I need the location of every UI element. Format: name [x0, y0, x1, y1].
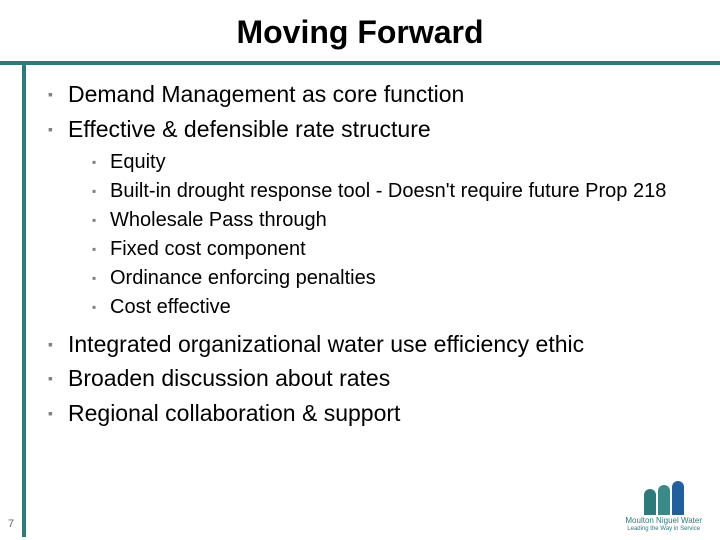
list-item: ▪ Built-in drought response tool - Doesn…: [92, 179, 700, 204]
list-item: ▪ Ordinance enforcing penalties: [92, 266, 700, 291]
bullet-list-level2: ▪ Equity ▪ Built-in drought response too…: [92, 150, 700, 320]
bullet-icon: ▪: [48, 80, 68, 102]
bullet-icon: ▪: [48, 330, 68, 352]
list-item: ▪ Effective & defensible rate structure: [48, 115, 700, 144]
list-item: ▪ Cost effective: [92, 295, 700, 320]
bullet-text: Fixed cost component: [110, 237, 306, 262]
logo-name: Moulton Niguel Water: [625, 517, 702, 526]
footer-logo: Moulton Niguel Water Leading the Way in …: [625, 481, 702, 532]
bullet-text: Ordinance enforcing penalties: [110, 266, 376, 291]
list-item: ▪ Fixed cost component: [92, 237, 700, 262]
bullet-list-level1b: ▪ Integrated organizational water use ef…: [48, 330, 700, 428]
bullet-icon: ▪: [48, 115, 68, 137]
bullet-text: Built-in drought response tool - Doesn't…: [110, 179, 666, 204]
bullet-icon: ▪: [92, 208, 110, 227]
list-item: ▪ Equity: [92, 150, 700, 175]
logo-arch: [644, 489, 656, 515]
bullet-icon: ▪: [92, 295, 110, 314]
bullet-text: Demand Management as core function: [68, 80, 464, 109]
title-divider: [0, 61, 720, 65]
vertical-rule: [22, 61, 26, 537]
list-item: ▪ Broaden discussion about rates: [48, 364, 700, 393]
bullet-icon: ▪: [48, 399, 68, 421]
slide-title: Moving Forward: [0, 0, 720, 61]
list-item: ▪ Regional collaboration & support: [48, 399, 700, 428]
bullet-text: Broaden discussion about rates: [68, 364, 390, 393]
bullet-text: Cost effective: [110, 295, 231, 320]
bullet-icon: ▪: [48, 364, 68, 386]
logo-arch: [658, 485, 670, 515]
logo-icon: [644, 481, 684, 515]
bullet-icon: ▪: [92, 266, 110, 285]
bullet-text: Effective & defensible rate structure: [68, 115, 431, 144]
bullet-text: Integrated organizational water use effi…: [68, 330, 584, 359]
bullet-text: Wholesale Pass through: [110, 208, 327, 233]
logo-tagline: Leading the Way in Service: [627, 526, 700, 532]
list-item: ▪ Integrated organizational water use ef…: [48, 330, 700, 359]
bullet-icon: ▪: [92, 150, 110, 169]
logo-arch: [672, 481, 684, 515]
list-item: ▪ Wholesale Pass through: [92, 208, 700, 233]
content-area: ▪ Demand Management as core function ▪ E…: [48, 80, 700, 434]
bullet-icon: ▪: [92, 179, 110, 198]
page-number: 7: [8, 518, 14, 530]
list-item: ▪ Demand Management as core function: [48, 80, 700, 109]
bullet-list-level1: ▪ Demand Management as core function ▪ E…: [48, 80, 700, 144]
bullet-icon: ▪: [92, 237, 110, 256]
horizontal-rule: [0, 61, 720, 65]
bullet-text: Regional collaboration & support: [68, 399, 400, 428]
slide: Moving Forward ▪ Demand Management as co…: [0, 0, 720, 540]
bullet-text: Equity: [110, 150, 166, 175]
